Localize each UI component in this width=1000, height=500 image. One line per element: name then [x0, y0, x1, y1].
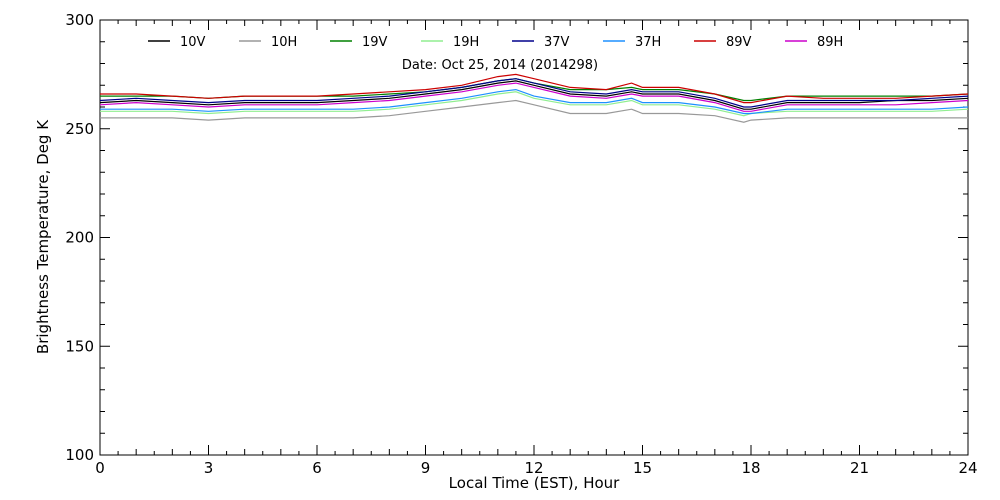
series-line-10v	[99, 80, 969, 110]
y-axis-title: Brightness Temperature, Deg K	[34, 119, 52, 354]
x-axis-ticks: 0 3 6 9 12 15 18 21 24	[95, 20, 978, 477]
series-line-37v	[99, 78, 969, 108]
x-tick-label: 18	[741, 459, 760, 477]
series-line-89h	[99, 82, 969, 112]
x-tick-label: 3	[204, 459, 214, 477]
legend-label-89h: 89H	[817, 35, 843, 50]
x-tick-label: 0	[95, 459, 105, 477]
x-tick-label: 15	[633, 459, 652, 477]
series-line-10h	[100, 99, 968, 123]
legend-label-10v: 10V	[180, 35, 206, 50]
legend: 10V 10H 19V 19H 37V 37H 89V 89H	[148, 35, 843, 50]
series-line-37h	[100, 88, 969, 115]
x-axis-title: Local Time (EST), Hour	[449, 474, 620, 492]
x-tick-label: 24	[958, 459, 977, 477]
y-axis-ticks: 100 150 200 250 300	[65, 11, 968, 464]
legend-label-37v: 37V	[544, 35, 570, 50]
y-tick-label: 150	[65, 337, 94, 355]
date-annotation: Date: Oct 25, 2014 (2014298)	[402, 58, 598, 73]
legend-label-10h: 10H	[271, 35, 297, 50]
y-tick-label: 200	[65, 229, 94, 247]
legend-label-19h: 19H	[453, 35, 479, 50]
y-tick-label: 300	[65, 11, 94, 29]
legend-label-37h: 37H	[635, 35, 661, 50]
legend-label-19v: 19V	[362, 35, 388, 50]
series-line-89v	[100, 73, 969, 104]
series-line-19h	[100, 91, 969, 117]
x-tick-label: 6	[312, 459, 322, 477]
x-tick-label: 21	[850, 459, 869, 477]
x-tick-label: 12	[524, 459, 543, 477]
y-tick-label: 100	[65, 446, 94, 464]
x-tick-label: 9	[421, 459, 431, 477]
y-tick-label: 250	[65, 120, 94, 138]
series-lines	[99, 73, 969, 123]
legend-label-89v: 89V	[726, 35, 752, 50]
